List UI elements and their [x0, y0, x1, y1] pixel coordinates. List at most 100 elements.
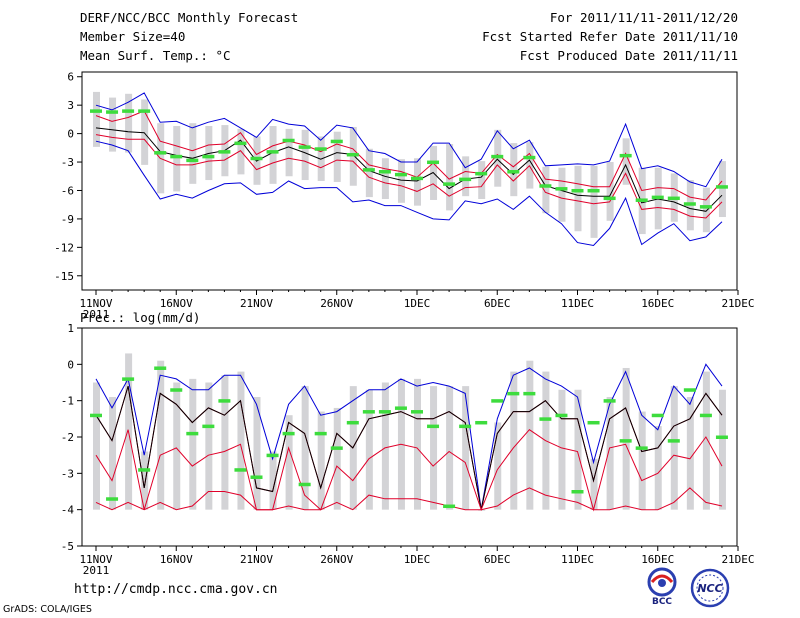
observed-marker	[282, 138, 295, 143]
observed-marker	[475, 171, 488, 176]
observed-marker	[154, 366, 167, 370]
observed-marker	[411, 410, 423, 414]
observed-marker	[138, 109, 151, 113]
member-size: Member Size=40	[80, 29, 186, 44]
observed-marker	[443, 182, 456, 186]
ensemble-spread-box	[574, 165, 582, 232]
ensemble-spread-box	[189, 378, 197, 510]
observed-marker	[266, 150, 279, 154]
plot-frame	[81, 71, 738, 291]
ensemble-spread-box	[221, 375, 229, 510]
observed-marker	[330, 446, 343, 450]
ensemble-spread-box	[109, 397, 117, 510]
observed-marker	[330, 139, 343, 144]
ensemble-spread-box	[478, 509, 486, 511]
observed-marker	[394, 406, 407, 410]
y-tick-label: 6	[67, 71, 74, 84]
ensemble-spread-box	[430, 386, 438, 510]
ensemble-spread-box	[510, 143, 518, 197]
ensemble-spread-box	[670, 386, 678, 510]
observed-marker	[619, 439, 632, 443]
x-tick-label: 16DEC	[641, 297, 674, 310]
ensemble-spread-box	[606, 397, 614, 510]
series-line-ensemble-min	[95, 140, 723, 247]
observed-marker	[443, 504, 456, 509]
ensemble-spread-box	[93, 382, 100, 510]
ensemble-spread-box	[157, 360, 165, 510]
series-line-upper-percentile	[95, 110, 723, 201]
ensemble-spread-box	[285, 415, 293, 510]
produced-date: Fcst Produced Date 2011/11/11	[519, 48, 738, 63]
ensemble-spread-box	[526, 142, 534, 189]
observed-marker	[170, 154, 183, 159]
ensemble-spread-box	[173, 382, 181, 510]
source-url[interactable]: http://cmdp.ncc.cma.gov.cn	[74, 582, 278, 597]
series-line-lower-percentile	[95, 134, 723, 219]
ensemble-spread-box	[654, 426, 662, 510]
observed-marker	[523, 391, 536, 396]
x-tick-label: 6DEC	[484, 297, 511, 310]
ensemble-spread-box	[141, 99, 149, 165]
ensemble-spread-box	[381, 382, 389, 510]
observed-marker	[314, 431, 327, 436]
ensemble-spread-box	[269, 451, 277, 510]
ensemble-spread-box	[414, 158, 421, 206]
observed-marker	[378, 170, 391, 174]
observed-marker	[427, 424, 440, 429]
series-line-ensemble-max	[95, 363, 723, 510]
observed-marker	[218, 150, 231, 154]
observed-marker	[603, 399, 616, 403]
observed-marker	[282, 431, 295, 436]
y-tick-label: -6	[61, 184, 74, 197]
observed-marker	[587, 188, 600, 193]
observed-marker	[186, 158, 199, 163]
ensemble-spread-box	[590, 165, 598, 238]
ensemble-spread-box	[702, 187, 710, 233]
x-tick-label: 16NOV	[160, 297, 193, 310]
y-tick-label: -15	[54, 270, 74, 283]
observed-marker	[459, 177, 472, 182]
x-tick-label: 21NOV	[240, 297, 273, 310]
x-tick-label: 21DEC	[721, 297, 754, 310]
x-tick-label: 16NOV	[160, 553, 193, 566]
ncc-logo-icon: NCC	[690, 568, 730, 608]
x-tick-label: 1DEC	[404, 553, 431, 566]
x-tick-label: 11NOV	[79, 553, 112, 566]
observed-marker	[715, 185, 728, 189]
observed-marker	[571, 188, 584, 193]
observed-marker	[234, 141, 247, 146]
y-tick-label: -2	[61, 431, 74, 444]
year-label: 2011	[83, 308, 110, 321]
series-line-median	[95, 385, 723, 510]
observed-marker	[362, 168, 375, 172]
x-tick-label: 11NOV	[79, 297, 112, 310]
observed-marker	[683, 388, 696, 392]
observed-marker	[154, 151, 167, 155]
ensemble-spread-box	[333, 407, 341, 510]
observed-marker	[378, 410, 391, 414]
observed-marker	[122, 377, 135, 381]
ensemble-spread-box	[93, 91, 100, 147]
observed-marker	[651, 413, 664, 418]
ensemble-spread-box	[237, 371, 245, 510]
observed-marker	[475, 420, 488, 425]
observed-marker	[507, 170, 520, 174]
ensemble-spread-box	[397, 159, 405, 203]
ensemble-spread-box	[462, 156, 470, 197]
observed-marker	[298, 482, 311, 487]
series-line-lower-bound	[95, 487, 723, 511]
ncc-logo-text: NCC	[697, 582, 722, 595]
ensemble-spread-box	[365, 389, 373, 510]
y-tick-label: -12	[54, 241, 74, 254]
ensemble-spread-box	[702, 371, 710, 510]
ensemble-spread-box	[718, 389, 726, 510]
ensemble-spread-box	[510, 371, 518, 510]
y-tick-label: 1	[67, 322, 74, 335]
ensemble-spread-box	[285, 128, 293, 177]
observed-marker	[122, 109, 135, 113]
observed-marker	[106, 110, 119, 114]
ensemble-spread-box	[558, 389, 566, 510]
precip-variable-label: Prec.: log(mm/d)	[80, 310, 200, 325]
observed-marker	[491, 399, 504, 403]
